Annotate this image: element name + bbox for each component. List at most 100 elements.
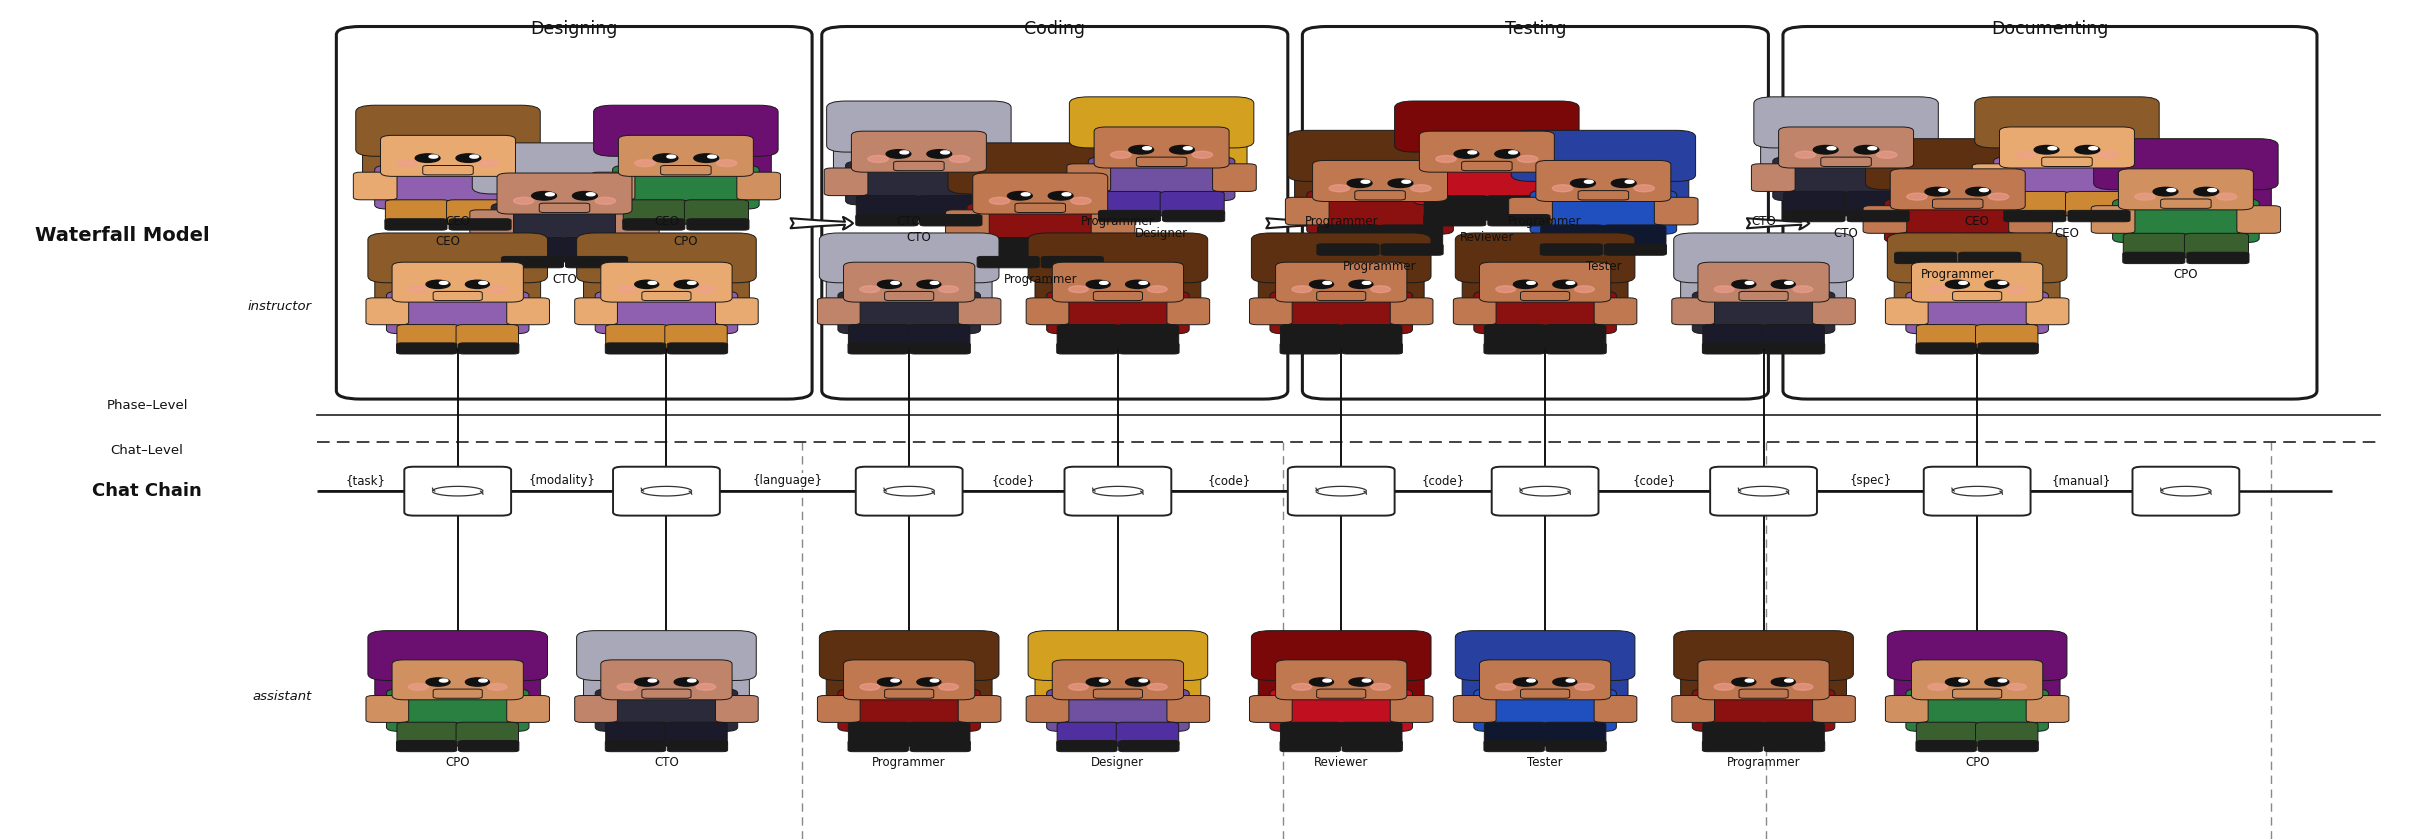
- FancyBboxPatch shape: [2041, 157, 2092, 166]
- Circle shape: [1363, 281, 1371, 284]
- Circle shape: [2007, 684, 2027, 690]
- FancyBboxPatch shape: [1317, 225, 1383, 250]
- Circle shape: [1925, 187, 1949, 196]
- FancyBboxPatch shape: [382, 135, 515, 176]
- FancyBboxPatch shape: [1307, 191, 1453, 234]
- FancyBboxPatch shape: [685, 200, 748, 225]
- Circle shape: [488, 286, 508, 292]
- FancyBboxPatch shape: [1601, 225, 1667, 250]
- Circle shape: [1310, 281, 1334, 288]
- FancyBboxPatch shape: [433, 291, 481, 301]
- Text: Programmer: Programmer: [1004, 273, 1076, 286]
- FancyBboxPatch shape: [1025, 696, 1069, 722]
- Circle shape: [1142, 147, 1152, 150]
- FancyBboxPatch shape: [1895, 252, 1956, 264]
- Text: Designing: Designing: [530, 20, 617, 38]
- Circle shape: [1553, 678, 1577, 686]
- Circle shape: [1147, 286, 1166, 292]
- FancyBboxPatch shape: [1594, 298, 1638, 325]
- FancyBboxPatch shape: [1526, 134, 1572, 171]
- FancyBboxPatch shape: [1905, 689, 2048, 732]
- Circle shape: [1553, 281, 1577, 288]
- FancyBboxPatch shape: [1057, 741, 1118, 752]
- Text: Tester: Tester: [1528, 756, 1562, 769]
- Text: Programmer: Programmer: [1305, 214, 1378, 228]
- FancyBboxPatch shape: [491, 203, 637, 247]
- FancyBboxPatch shape: [885, 689, 933, 698]
- Circle shape: [1733, 281, 1757, 288]
- Circle shape: [1322, 281, 1332, 284]
- FancyBboxPatch shape: [1740, 689, 1788, 698]
- FancyBboxPatch shape: [1682, 265, 1725, 302]
- Text: {task}: {task}: [345, 474, 386, 487]
- Circle shape: [1125, 281, 1149, 288]
- FancyBboxPatch shape: [1115, 722, 1179, 747]
- FancyBboxPatch shape: [1094, 291, 1142, 301]
- Circle shape: [1946, 678, 1968, 686]
- FancyBboxPatch shape: [479, 176, 525, 213]
- FancyBboxPatch shape: [1419, 164, 1465, 201]
- FancyBboxPatch shape: [838, 291, 979, 333]
- FancyBboxPatch shape: [605, 343, 666, 354]
- Circle shape: [416, 154, 440, 162]
- Text: {modality}: {modality}: [530, 474, 595, 487]
- Circle shape: [1939, 189, 1946, 192]
- Text: Tester: Tester: [1584, 260, 1621, 273]
- FancyBboxPatch shape: [1047, 291, 1188, 333]
- FancyBboxPatch shape: [848, 741, 909, 752]
- FancyBboxPatch shape: [824, 168, 868, 196]
- FancyBboxPatch shape: [2014, 663, 2061, 699]
- Text: CEO: CEO: [435, 235, 459, 248]
- Circle shape: [1111, 151, 1130, 158]
- FancyBboxPatch shape: [471, 143, 656, 194]
- FancyBboxPatch shape: [727, 139, 770, 176]
- FancyBboxPatch shape: [1543, 722, 1606, 747]
- Text: Chat–Level: Chat–Level: [112, 444, 182, 457]
- Circle shape: [1509, 151, 1516, 154]
- FancyBboxPatch shape: [1779, 127, 1912, 168]
- FancyBboxPatch shape: [1643, 164, 1689, 201]
- FancyBboxPatch shape: [1762, 130, 1805, 167]
- FancyBboxPatch shape: [362, 139, 408, 176]
- Circle shape: [940, 151, 950, 154]
- Circle shape: [1713, 286, 1735, 292]
- FancyBboxPatch shape: [457, 324, 518, 349]
- FancyBboxPatch shape: [885, 291, 933, 301]
- Circle shape: [440, 679, 447, 682]
- Circle shape: [877, 281, 902, 288]
- FancyBboxPatch shape: [714, 298, 758, 325]
- FancyBboxPatch shape: [1064, 467, 1171, 516]
- FancyBboxPatch shape: [1485, 196, 1550, 221]
- FancyBboxPatch shape: [496, 663, 539, 699]
- FancyBboxPatch shape: [1844, 192, 1908, 217]
- FancyBboxPatch shape: [1754, 97, 1939, 148]
- FancyBboxPatch shape: [1864, 206, 1908, 234]
- FancyBboxPatch shape: [848, 722, 911, 747]
- FancyBboxPatch shape: [1674, 233, 1854, 283]
- FancyBboxPatch shape: [1492, 467, 1599, 516]
- FancyBboxPatch shape: [1035, 663, 1079, 699]
- FancyBboxPatch shape: [1764, 741, 1825, 752]
- FancyBboxPatch shape: [1762, 722, 1825, 747]
- Circle shape: [1361, 181, 1371, 183]
- Circle shape: [532, 192, 556, 200]
- FancyBboxPatch shape: [576, 298, 617, 325]
- Circle shape: [892, 679, 899, 682]
- FancyBboxPatch shape: [459, 343, 520, 354]
- FancyBboxPatch shape: [906, 722, 970, 747]
- Circle shape: [1183, 147, 1193, 150]
- Circle shape: [479, 160, 498, 166]
- Text: {language}: {language}: [753, 474, 824, 487]
- Circle shape: [887, 150, 911, 158]
- FancyBboxPatch shape: [1057, 343, 1118, 354]
- Circle shape: [2097, 151, 2119, 158]
- FancyBboxPatch shape: [496, 265, 539, 302]
- FancyBboxPatch shape: [1954, 291, 2002, 301]
- FancyBboxPatch shape: [1871, 172, 1917, 209]
- FancyBboxPatch shape: [1898, 164, 1942, 192]
- FancyBboxPatch shape: [1069, 97, 1254, 148]
- FancyBboxPatch shape: [396, 324, 459, 349]
- FancyBboxPatch shape: [1118, 343, 1179, 354]
- Circle shape: [1101, 679, 1108, 682]
- FancyBboxPatch shape: [2100, 172, 2146, 209]
